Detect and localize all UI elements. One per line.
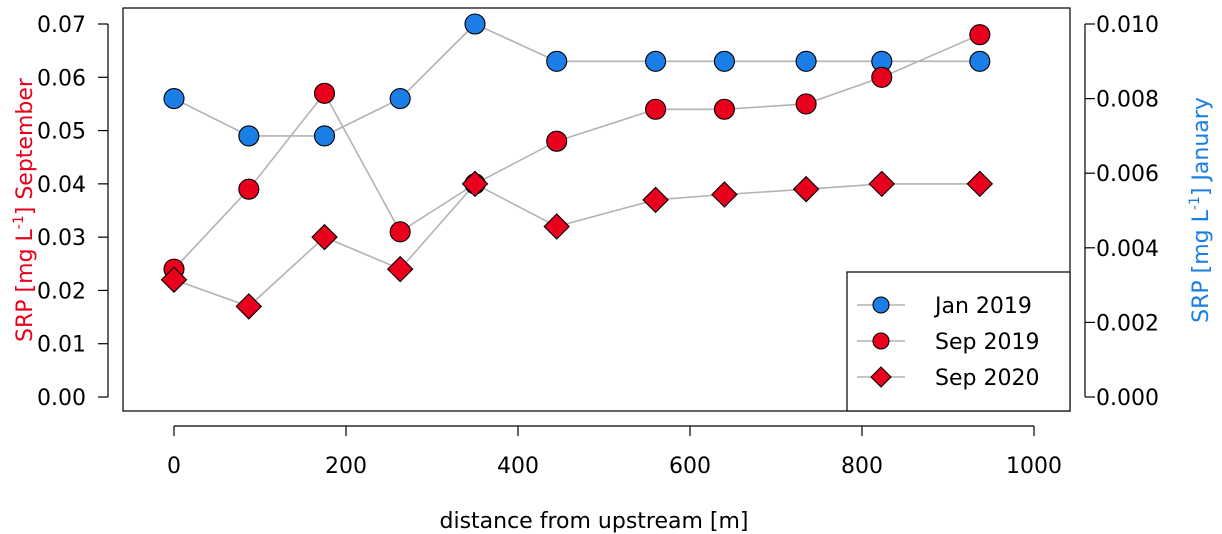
x-tick-label: 800 <box>841 454 883 479</box>
axes: 0 200 400 600 800 1000 0.00 0.01 0.02 0.03 0.04 0.0… <box>11 7 1214 534</box>
x-tick-label: 0 <box>167 454 181 479</box>
y-right-tick-label: 0.004 <box>1096 237 1159 262</box>
data-point-0-2 <box>313 125 336 147</box>
data-point-1-2 <box>313 82 336 104</box>
legend-marker <box>872 296 890 314</box>
data-point-1-10 <box>969 24 991 46</box>
data-point-2-3 <box>386 255 414 283</box>
data-point-1-3 <box>389 221 411 243</box>
legend-label: Sep 2020 <box>935 366 1039 391</box>
data-point-2-5 <box>543 213 570 240</box>
data-point-1-5 <box>546 130 568 152</box>
y-right-tick-label: 0.002 <box>1096 311 1159 336</box>
series-line-0 <box>173 23 980 137</box>
data-point-1-7 <box>713 98 735 120</box>
y-right-axis-title: SRP [mg L-1] January <box>1187 97 1214 323</box>
series-line-1 <box>173 33 981 270</box>
plot-frame <box>122 7 1071 412</box>
data-point-1-6 <box>645 98 667 120</box>
y-right-tick-label: 0.008 <box>1096 88 1159 113</box>
data-point-0-0 <box>163 88 185 110</box>
x-tick-label: 200 <box>325 454 367 479</box>
y-left-axis-title: SRP [mg L-1] September <box>11 77 38 342</box>
y-left-tick-label: 0.06 <box>37 66 86 91</box>
data-point-0-8 <box>795 50 817 72</box>
y-right-tick-label: 0.000 <box>1096 386 1159 411</box>
data-point-2-6 <box>642 186 669 214</box>
data-point-2-10 <box>966 170 994 198</box>
y-left-tick-label: 0.03 <box>37 226 86 251</box>
y-left-tick-label: 0.00 <box>37 386 86 411</box>
y-left-tick-label: 0.05 <box>37 120 86 145</box>
data-point-2-8 <box>792 175 820 203</box>
series-lines <box>173 23 981 308</box>
data-point-2-1 <box>235 293 263 320</box>
y-right-tick-label: 0.006 <box>1096 162 1159 187</box>
legend-label: Jan 2019 <box>933 294 1032 319</box>
data-point-2-2 <box>311 223 338 251</box>
data-point-0-3 <box>389 88 411 110</box>
y-left-tick-label: 0.07 <box>37 13 86 38</box>
data-point-0-6 <box>645 50 667 72</box>
legend: Jan 2019 Sep 2019 Sep 2020 <box>846 271 1071 412</box>
data-point-2-0 <box>160 266 188 294</box>
data-point-0-7 <box>713 50 735 72</box>
series-markers <box>160 13 994 320</box>
legend-label: Sep 2019 <box>935 330 1039 355</box>
y-left-tick-label: 0.04 <box>37 173 86 198</box>
data-point-1-1 <box>238 178 260 200</box>
data-point-0-1 <box>238 125 260 147</box>
data-point-0-5 <box>546 50 568 72</box>
y-right-tick-label: 0.010 <box>1096 13 1159 38</box>
data-point-2-4 <box>461 170 489 198</box>
y-left-tick-label: 0.01 <box>37 333 86 358</box>
x-tick-label: 1000 <box>1006 454 1062 479</box>
data-point-1-9 <box>871 66 893 88</box>
data-point-2-7 <box>711 181 738 208</box>
legend-marker <box>870 366 892 388</box>
data-point-2-9 <box>868 170 896 198</box>
x-axis-title: distance from upstream [m] <box>440 509 749 534</box>
x-tick-label: 600 <box>669 454 711 479</box>
data-point-0-10 <box>969 50 991 72</box>
data-point-0-4 <box>464 13 486 35</box>
x-tick-label: 400 <box>497 454 539 479</box>
y-left-tick-label: 0.02 <box>37 279 86 304</box>
data-point-1-8 <box>795 93 817 115</box>
legend-marker <box>872 332 890 350</box>
